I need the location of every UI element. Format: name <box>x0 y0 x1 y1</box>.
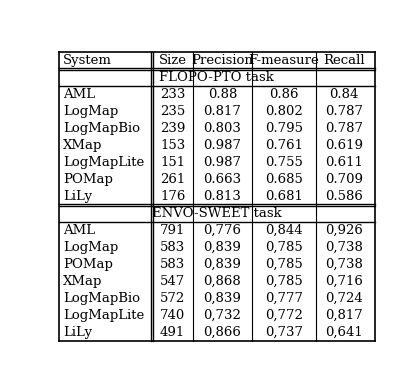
Text: 0.987: 0.987 <box>203 156 242 169</box>
Text: 0.86: 0.86 <box>269 88 299 101</box>
Text: ENVO-SWEET task: ENVO-SWEET task <box>152 207 282 220</box>
Text: 0.987: 0.987 <box>203 139 242 152</box>
Text: 0.802: 0.802 <box>265 105 303 118</box>
Text: 0,866: 0,866 <box>203 325 242 339</box>
Text: 0,817: 0,817 <box>325 309 363 322</box>
Text: 0.681: 0.681 <box>265 190 303 203</box>
Text: AML: AML <box>63 224 95 237</box>
Text: 0.787: 0.787 <box>325 122 363 135</box>
Text: 0.586: 0.586 <box>325 190 363 203</box>
Text: 0.803: 0.803 <box>203 122 242 135</box>
Text: 0,785: 0,785 <box>265 241 303 254</box>
Text: Precision: Precision <box>192 54 253 67</box>
Text: 0.795: 0.795 <box>265 122 303 135</box>
Text: 0.709: 0.709 <box>325 173 363 186</box>
Text: 0,785: 0,785 <box>265 275 303 288</box>
Text: 0.755: 0.755 <box>265 156 303 169</box>
Text: 0,785: 0,785 <box>265 258 303 271</box>
Text: 0.787: 0.787 <box>325 105 363 118</box>
Text: AML: AML <box>63 88 95 101</box>
Text: 0,738: 0,738 <box>325 241 363 254</box>
Text: Size: Size <box>159 54 186 67</box>
Text: 0.761: 0.761 <box>265 139 303 152</box>
Text: 0,724: 0,724 <box>325 292 363 305</box>
Text: 0.619: 0.619 <box>325 139 363 152</box>
Text: 0,868: 0,868 <box>204 275 241 288</box>
Text: 0,776: 0,776 <box>203 224 242 237</box>
Text: LiLy: LiLy <box>63 325 92 339</box>
Text: 0,641: 0,641 <box>325 325 363 339</box>
Text: POMap: POMap <box>63 173 113 186</box>
Text: 0,839: 0,839 <box>203 258 242 271</box>
Text: 583: 583 <box>160 258 185 271</box>
Text: 0.663: 0.663 <box>203 173 242 186</box>
Text: LogMapLite: LogMapLite <box>63 156 144 169</box>
Text: LogMap: LogMap <box>63 241 118 254</box>
Text: 0,772: 0,772 <box>265 309 303 322</box>
Text: LogMapBio: LogMapBio <box>63 122 140 135</box>
Text: 740: 740 <box>160 309 185 322</box>
Text: 583: 583 <box>160 241 185 254</box>
Text: XMap: XMap <box>63 139 102 152</box>
Text: POMap: POMap <box>63 258 113 271</box>
Text: 491: 491 <box>160 325 185 339</box>
Text: 0,839: 0,839 <box>203 292 242 305</box>
Text: 0.88: 0.88 <box>208 88 237 101</box>
Text: 151: 151 <box>160 156 185 169</box>
Text: Recall: Recall <box>323 54 365 67</box>
Text: 0.84: 0.84 <box>329 88 359 101</box>
Text: LogMapBio: LogMapBio <box>63 292 140 305</box>
Text: FLOPO-PTO task: FLOPO-PTO task <box>160 71 274 84</box>
Text: 261: 261 <box>160 173 185 186</box>
Text: LogMap: LogMap <box>63 105 118 118</box>
Text: 239: 239 <box>160 122 185 135</box>
Text: 176: 176 <box>160 190 185 203</box>
Text: 0,777: 0,777 <box>265 292 303 305</box>
Text: 547: 547 <box>160 275 185 288</box>
Text: 791: 791 <box>160 224 185 237</box>
Text: 0,738: 0,738 <box>325 258 363 271</box>
Text: 235: 235 <box>160 105 185 118</box>
Text: 0.685: 0.685 <box>265 173 303 186</box>
Text: 0.817: 0.817 <box>203 105 242 118</box>
Text: 233: 233 <box>160 88 185 101</box>
Text: 0,732: 0,732 <box>203 309 242 322</box>
Text: F-measure: F-measure <box>249 54 319 67</box>
Text: LiLy: LiLy <box>63 190 92 203</box>
Text: 0,844: 0,844 <box>265 224 303 237</box>
Text: 0.813: 0.813 <box>203 190 242 203</box>
Text: 572: 572 <box>160 292 185 305</box>
Text: 153: 153 <box>160 139 185 152</box>
Text: 0,737: 0,737 <box>265 325 303 339</box>
Text: 0,716: 0,716 <box>325 275 363 288</box>
Text: System: System <box>63 54 112 67</box>
Text: 0.611: 0.611 <box>325 156 363 169</box>
Text: LogMapLite: LogMapLite <box>63 309 144 322</box>
Text: 0,839: 0,839 <box>203 241 242 254</box>
Text: 0,926: 0,926 <box>325 224 363 237</box>
Text: XMap: XMap <box>63 275 102 288</box>
